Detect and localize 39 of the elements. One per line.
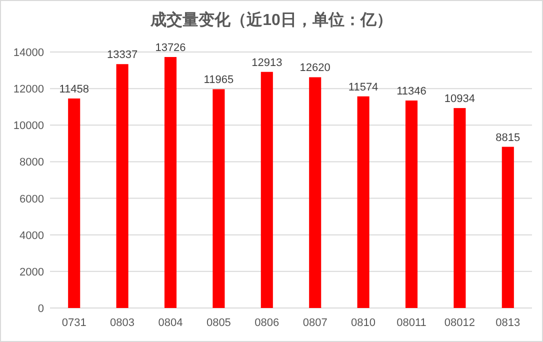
x-tick-label: 0803 (110, 317, 135, 329)
x-tick-label: 0806 (254, 317, 280, 329)
bar (212, 89, 225, 308)
x-tick-label: 08012 (444, 317, 475, 329)
y-tick-label: 8000 (20, 156, 44, 169)
x-tick-label: 0805 (206, 317, 231, 329)
x-tick-label: 0813 (496, 317, 520, 329)
chart-title: 成交量变化（近10日，单位：亿） (150, 10, 392, 29)
data-label: 11574 (348, 81, 378, 94)
bar (164, 57, 177, 308)
data-label: 12913 (252, 56, 282, 69)
y-tick-label: 10000 (13, 120, 44, 132)
x-tick-label: 0807 (302, 317, 328, 329)
data-label: 10934 (444, 93, 475, 106)
data-label: 13726 (155, 42, 186, 54)
bar (68, 98, 80, 308)
x-tick-label: 08011 (396, 317, 426, 329)
y-tick-label: 12000 (13, 84, 44, 96)
bar (405, 100, 418, 308)
y-tick-label: 2000 (20, 266, 44, 278)
x-tick-label: 0804 (158, 317, 183, 329)
x-tick-label: 0731 (62, 317, 86, 329)
bar (502, 146, 514, 308)
data-label: 11458 (59, 83, 89, 96)
data-label: 8815 (496, 132, 520, 144)
bar (116, 64, 128, 308)
data-label: 11346 (396, 86, 426, 98)
y-tick-label: 4000 (20, 230, 44, 242)
bar (309, 77, 322, 308)
bar (357, 96, 370, 308)
data-label: 12620 (300, 62, 330, 74)
bar (260, 72, 273, 308)
y-tick-label: 0 (38, 303, 44, 315)
y-tick-label: 14000 (13, 47, 44, 59)
x-tick-label: 0810 (351, 317, 376, 329)
bar (454, 108, 466, 308)
data-label: 11965 (204, 74, 234, 86)
y-tick-label: 6000 (20, 193, 44, 206)
data-label: 13337 (107, 49, 138, 62)
